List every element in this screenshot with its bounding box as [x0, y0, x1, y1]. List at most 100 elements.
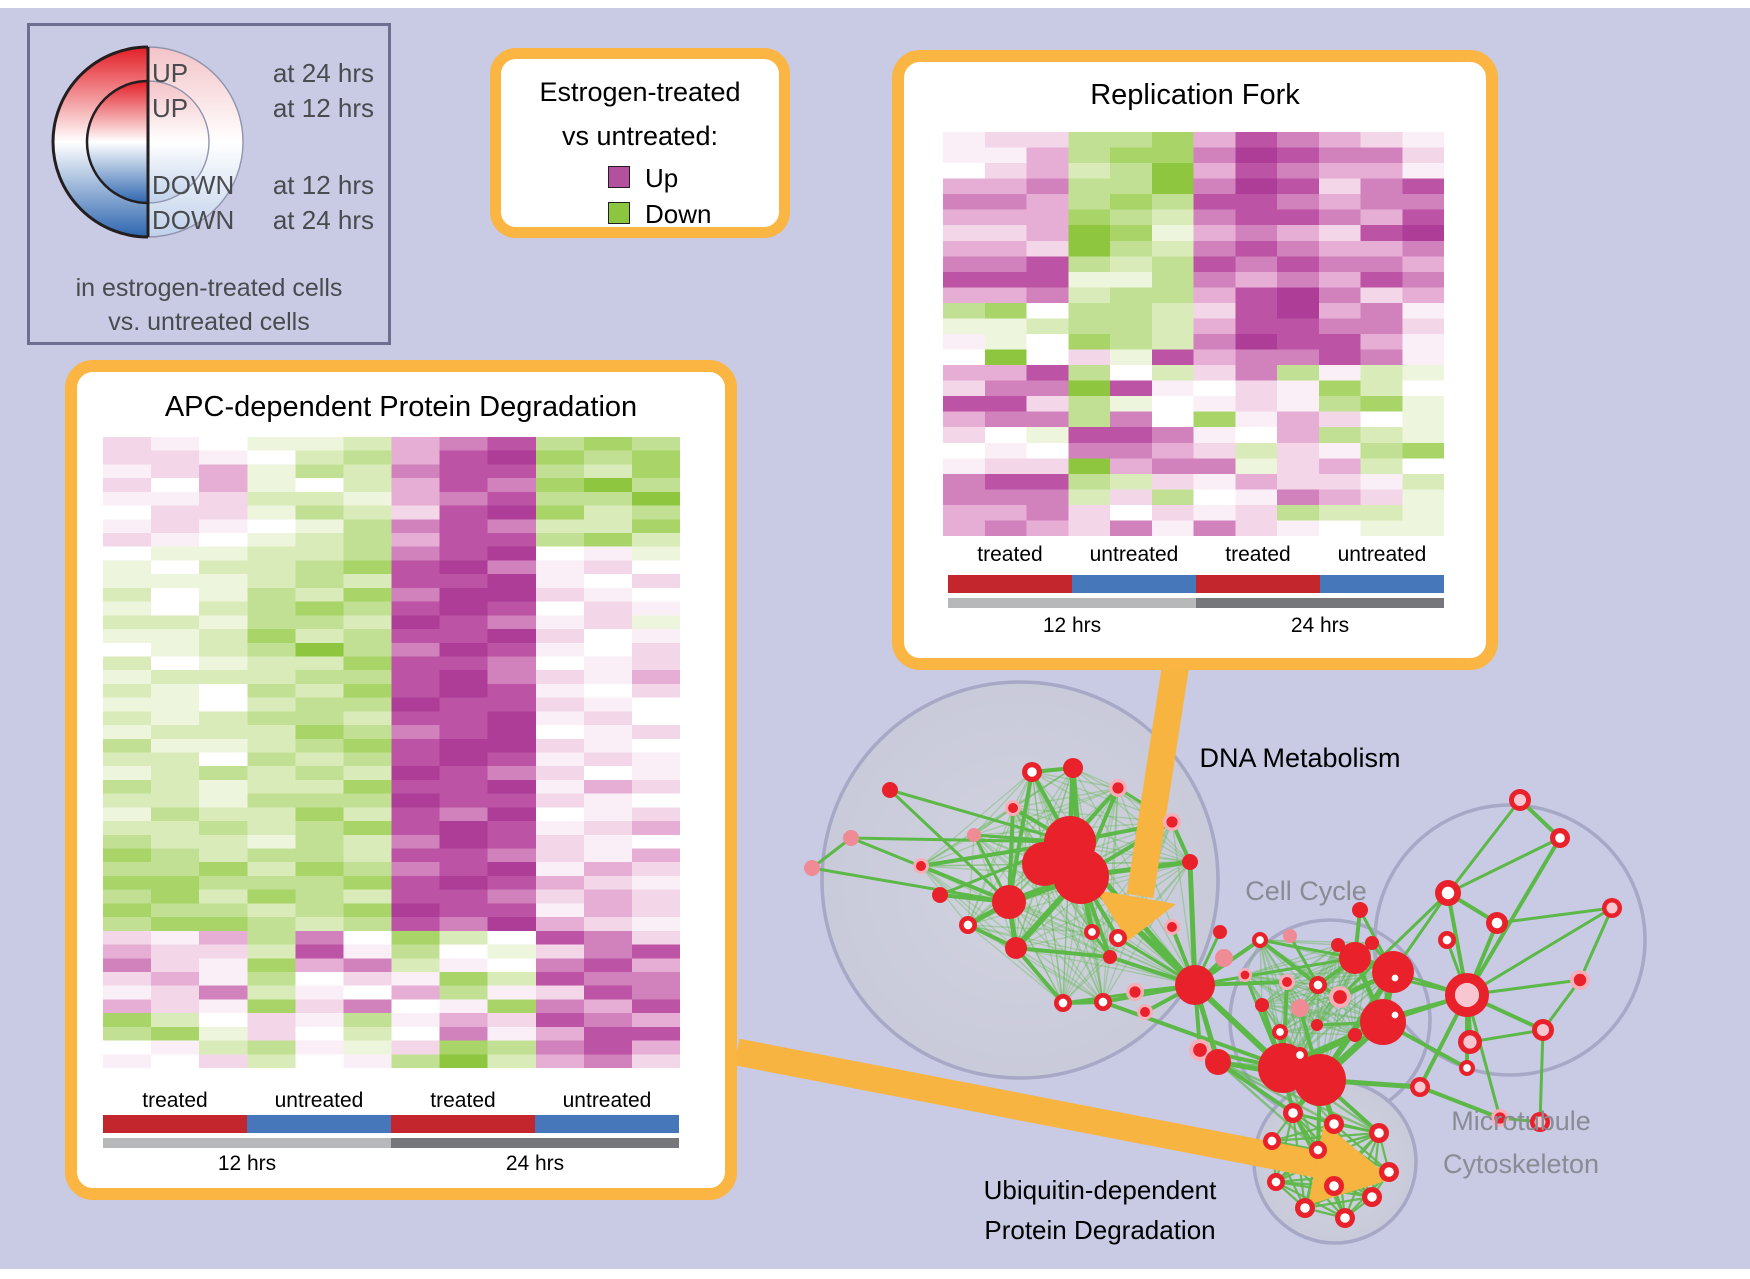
heatmap-cell	[247, 821, 296, 836]
heatmap-cell	[1151, 411, 1195, 428]
heatmap-cell	[1110, 520, 1153, 536]
apc-12hrs-bar	[103, 1138, 391, 1148]
heatmap-cell	[295, 629, 345, 644]
heatmap-cell	[199, 574, 248, 589]
heatmap-cell	[103, 533, 152, 548]
heatmap-cell	[583, 738, 633, 754]
network-node	[1175, 965, 1215, 1005]
heatmap-cell	[984, 178, 1028, 195]
heatmap-cell	[247, 766, 296, 781]
heatmap-cell	[984, 163, 1028, 180]
apc-degradation-title: APC-dependent Protein Degradation	[164, 391, 638, 423]
heatmap-cell	[247, 1026, 296, 1042]
label-ubiquitin-line1: Ubiquitin-dependent	[983, 1175, 1217, 1205]
heatmap-cell	[247, 738, 296, 754]
network-node	[1324, 1176, 1344, 1196]
heatmap-cell	[984, 225, 1028, 242]
heatmap-cell	[199, 615, 248, 630]
heatmap-cell	[487, 848, 537, 863]
heatmap-cell	[343, 683, 393, 699]
heatmap-cell	[295, 862, 345, 877]
heatmap-cell	[199, 491, 248, 507]
heatmap-cell	[199, 505, 248, 520]
apc-degradation-heatmap	[103, 437, 680, 1068]
heatmap-cell	[1026, 427, 1069, 444]
heatmap-cell	[943, 334, 986, 351]
heatmap-cell	[199, 793, 248, 808]
heatmap-cell	[1193, 132, 1236, 149]
heatmap-cell	[583, 642, 633, 658]
heatmap-cell	[631, 697, 680, 712]
heatmap-cell	[631, 738, 680, 754]
heatmap-cell	[1277, 411, 1320, 428]
apc-treated-bar-12	[103, 1115, 247, 1133]
heatmap-cell	[1235, 411, 1278, 428]
heatmap-cell	[103, 807, 152, 822]
network-node	[1255, 998, 1269, 1012]
heatmap-cell	[943, 473, 986, 490]
network-node	[1369, 1123, 1389, 1143]
heatmap-cell	[1110, 380, 1153, 397]
heatmap-cell	[343, 848, 393, 863]
network-mesh-edge	[973, 834, 1093, 933]
heatmap-cell	[295, 1026, 345, 1042]
heatmap-cell	[487, 807, 537, 822]
network-mesh-edge	[967, 834, 975, 926]
heatmap-cell	[487, 725, 537, 740]
heatmap-cell	[1318, 318, 1362, 335]
heatmap-cell	[1068, 225, 1111, 242]
network-node	[843, 830, 859, 846]
heatmap-cell	[439, 917, 489, 932]
heatmap-cell	[1235, 427, 1278, 444]
heatmap-cell	[984, 209, 1028, 226]
heatmap-cell	[199, 779, 248, 795]
network-node	[1164, 919, 1180, 935]
heatmap-cell	[1068, 209, 1111, 226]
heatmap-cell	[1193, 147, 1236, 164]
heatmap-cell	[631, 615, 680, 630]
heatmap-cell	[391, 944, 441, 959]
heatmap-cell	[295, 587, 345, 603]
network-mesh-edge	[920, 865, 1017, 949]
heatmap-cell	[151, 533, 200, 548]
heatmap-cell	[199, 766, 248, 781]
heatmap-cell	[535, 930, 585, 946]
heatmap-cell	[535, 560, 585, 575]
heatmap-cell	[487, 930, 537, 946]
heatmap-cell	[1151, 473, 1195, 490]
heatmap-cell	[1193, 302, 1236, 320]
heatmap-cell	[1068, 458, 1111, 475]
heatmap-cell	[151, 656, 200, 671]
heatmap-cell	[583, 574, 633, 589]
heatmap-cell	[583, 683, 633, 699]
network-node	[1570, 970, 1590, 990]
heatmap-cell	[583, 944, 633, 959]
heatmap-cell	[439, 958, 489, 973]
heatmap-cell	[583, 958, 633, 973]
heatmap-cell	[535, 834, 585, 850]
heatmap-cell	[487, 1026, 537, 1042]
network-mesh-edge	[1317, 984, 1356, 1036]
heatmap-cell	[1193, 225, 1236, 242]
heatmap-cell	[295, 807, 345, 822]
heatmap-cell	[103, 546, 152, 562]
heatmap-cell	[1193, 178, 1236, 195]
network-node	[1137, 1004, 1153, 1020]
heatmap-cell	[1235, 458, 1278, 475]
heatmap-cell	[1318, 194, 1362, 211]
heatmap-cell	[583, 1026, 633, 1042]
ring-legend-time: at 24 hrs	[272, 205, 374, 235]
network-mesh-edge	[1333, 1123, 1390, 1173]
heatmap-cell	[1318, 147, 1362, 164]
heatmap-cell	[583, 491, 633, 507]
heatmap-cell	[103, 738, 152, 754]
heatmap-cell	[1235, 271, 1278, 288]
heatmap-cell	[439, 821, 489, 836]
heatmap-cell	[199, 848, 248, 863]
heatmap-cell	[247, 930, 296, 946]
heatmap-cell	[1026, 132, 1069, 149]
network-node	[1005, 800, 1021, 816]
heatmap-cell	[1026, 489, 1069, 506]
network-edge	[1446, 836, 1562, 895]
heatmap-cell	[943, 349, 986, 366]
